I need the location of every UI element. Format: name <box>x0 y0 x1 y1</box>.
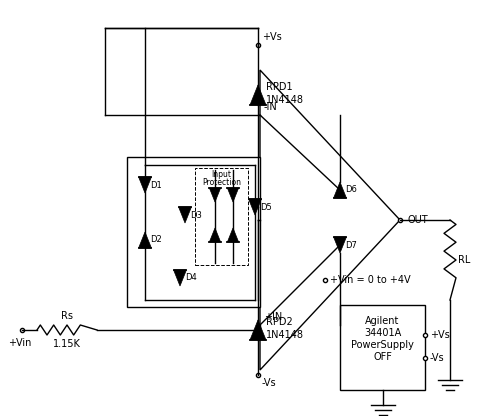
Text: 1N4148: 1N4148 <box>266 95 304 105</box>
Text: Protection: Protection <box>202 178 241 187</box>
Text: D3: D3 <box>190 210 202 220</box>
Text: RL: RL <box>458 255 470 265</box>
Text: Rs: Rs <box>61 311 73 321</box>
Polygon shape <box>334 237 346 253</box>
Text: 1.15K: 1.15K <box>53 339 81 349</box>
Polygon shape <box>178 207 192 223</box>
Text: Agilent: Agilent <box>366 316 400 326</box>
Text: -Vs: -Vs <box>262 378 276 388</box>
Text: -Vs: -Vs <box>430 353 444 363</box>
Polygon shape <box>228 188 238 202</box>
Bar <box>127 157 260 307</box>
Text: -IN: -IN <box>264 102 278 112</box>
Polygon shape <box>210 188 220 202</box>
Text: +Vin: +Vin <box>8 338 32 348</box>
Text: D6: D6 <box>345 186 357 195</box>
Text: +Vs: +Vs <box>262 32 282 42</box>
Text: D5: D5 <box>260 203 272 211</box>
Polygon shape <box>334 182 346 198</box>
Polygon shape <box>228 228 238 242</box>
Text: RPD2: RPD2 <box>266 317 293 327</box>
Text: PowerSupply: PowerSupply <box>351 340 414 350</box>
Text: RPD1: RPD1 <box>266 82 292 92</box>
Bar <box>340 305 425 390</box>
Text: +Vin = 0 to +4V: +Vin = 0 to +4V <box>330 275 410 285</box>
Text: OUT: OUT <box>408 215 428 225</box>
Text: 34401A: 34401A <box>364 328 401 338</box>
Text: Input: Input <box>212 170 232 179</box>
Text: 1N4148: 1N4148 <box>266 330 304 340</box>
Polygon shape <box>210 228 220 242</box>
Polygon shape <box>250 320 266 340</box>
Text: D4: D4 <box>185 273 197 282</box>
Text: D2: D2 <box>150 235 162 245</box>
Polygon shape <box>174 270 186 286</box>
Text: D7: D7 <box>345 240 357 250</box>
Text: D1: D1 <box>150 181 162 190</box>
Polygon shape <box>138 177 151 193</box>
Polygon shape <box>250 85 266 105</box>
Text: +IN: +IN <box>264 312 282 322</box>
Polygon shape <box>248 199 262 215</box>
Text: OFF: OFF <box>373 352 392 362</box>
Bar <box>195 168 248 265</box>
Text: +Vs: +Vs <box>430 330 450 340</box>
Polygon shape <box>138 232 151 248</box>
